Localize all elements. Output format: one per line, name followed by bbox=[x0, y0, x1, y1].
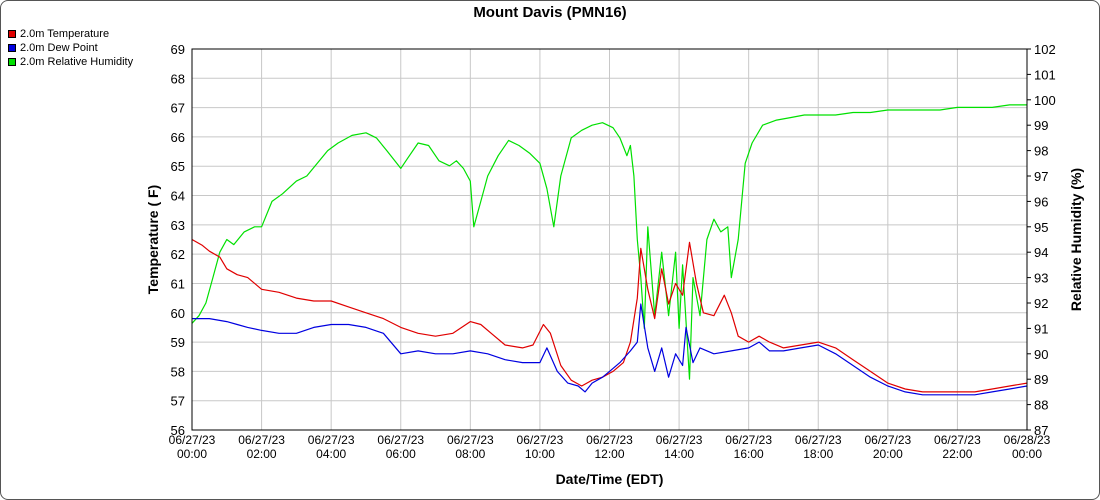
x-tick-date: 06/28/23 bbox=[1004, 433, 1051, 447]
x-tick-date: 06/27/23 bbox=[238, 433, 285, 447]
legend: 2.0m Temperature 2.0m Dew Point 2.0m Rel… bbox=[8, 27, 133, 69]
y2-tick-label: 101 bbox=[1034, 67, 1056, 82]
y-tick-label: 64 bbox=[171, 189, 185, 204]
legend-item-temperature: 2.0m Temperature bbox=[8, 27, 133, 41]
y2-tick-label: 88 bbox=[1034, 398, 1048, 413]
legend-item-dew-point: 2.0m Dew Point bbox=[8, 41, 133, 55]
series-lines bbox=[191, 104, 1028, 396]
legend-swatch-relative-humidity bbox=[8, 58, 16, 66]
legend-label-relative-humidity: 2.0m Relative Humidity bbox=[20, 56, 134, 68]
x-tick-time: 00:00 bbox=[177, 447, 207, 461]
series-line-2-0m-relative-humidity bbox=[191, 104, 1027, 380]
y-tick-label: 69 bbox=[171, 42, 185, 57]
y2-tick-label: 87 bbox=[1034, 423, 1048, 438]
x-tick-time: 08:00 bbox=[455, 447, 485, 461]
x-tick-time: 18:00 bbox=[803, 447, 833, 461]
y-tick-label: 68 bbox=[171, 71, 185, 86]
y2-tick-label: 97 bbox=[1034, 169, 1048, 184]
y2-tick-label: 90 bbox=[1034, 347, 1048, 362]
y2-tick-label: 96 bbox=[1034, 194, 1048, 209]
x-tick-time: 10:00 bbox=[525, 447, 555, 461]
x-tick-date: 06/27/23 bbox=[934, 433, 981, 447]
y-tick-label: 60 bbox=[171, 306, 185, 321]
y2-tick-label: 95 bbox=[1034, 220, 1048, 235]
legend-swatch-dew-point bbox=[8, 44, 16, 52]
x-tick-time: 20:00 bbox=[873, 447, 903, 461]
x-tick-time: 16:00 bbox=[734, 447, 764, 461]
x-tick-time: 00:00 bbox=[1012, 447, 1042, 461]
tick-labels: 56 57 58 59 60 61 62 63 64 65 66 67 68 69 87 88 89 90 91 92… bbox=[169, 42, 1056, 461]
y-axis-label: Temperature ( F) bbox=[145, 185, 161, 294]
x-tick-date: 06/27/23 bbox=[725, 433, 772, 447]
y-tick-label: 67 bbox=[171, 101, 185, 116]
x-tick-date: 06/27/23 bbox=[517, 433, 564, 447]
y-tick-label: 59 bbox=[171, 335, 185, 350]
x-tick-date: 06/27/23 bbox=[447, 433, 494, 447]
y-tick-label: 65 bbox=[171, 159, 185, 174]
x-tick-date: 06/27/23 bbox=[377, 433, 424, 447]
legend-label-temperature: 2.0m Temperature bbox=[20, 28, 110, 40]
series-line-2-0m-dew-point bbox=[192, 303, 1028, 396]
y2-axis-label: Relative Humidity (%) bbox=[1068, 168, 1084, 311]
x-tick-date: 06/27/23 bbox=[308, 433, 355, 447]
series-line-2-0m-temperature bbox=[191, 238, 1028, 393]
x-tick-date: 06/27/23 bbox=[864, 433, 911, 447]
x-tick-time: 02:00 bbox=[247, 447, 277, 461]
y-tick-label: 56 bbox=[171, 423, 185, 438]
y2-tick-label: 98 bbox=[1034, 144, 1048, 159]
y-tick-label: 62 bbox=[171, 247, 185, 262]
x-axis-label: Date/Time (EDT) bbox=[556, 471, 664, 487]
y-tick-label: 57 bbox=[171, 394, 185, 409]
x-tick-date: 06/27/23 bbox=[586, 433, 633, 447]
x-tick-time: 14:00 bbox=[664, 447, 694, 461]
y2-tick-label: 94 bbox=[1034, 245, 1048, 260]
x-tick-time: 06:00 bbox=[386, 447, 416, 461]
plot-area-border bbox=[191, 48, 1028, 431]
y2-tick-label: 89 bbox=[1034, 372, 1048, 387]
y-tick-label: 58 bbox=[171, 364, 185, 379]
x-tick-time: 04:00 bbox=[316, 447, 346, 461]
y2-tick-label: 91 bbox=[1034, 321, 1048, 336]
x-tick-time: 12:00 bbox=[594, 447, 624, 461]
x-tick-date: 06/27/23 bbox=[169, 433, 216, 447]
legend-label-dew-point: 2.0m Dew Point bbox=[20, 42, 98, 54]
y2-tick-label: 93 bbox=[1034, 271, 1048, 286]
y-tick-label: 66 bbox=[171, 130, 185, 145]
y-tick-label: 63 bbox=[171, 218, 185, 233]
x-tick-date: 06/27/23 bbox=[656, 433, 703, 447]
legend-item-relative-humidity: 2.0m Relative Humidity bbox=[8, 55, 133, 69]
legend-swatch-temperature bbox=[8, 30, 16, 38]
x-tick-date: 06/27/23 bbox=[795, 433, 842, 447]
y2-tick-label: 100 bbox=[1034, 93, 1056, 108]
y-tick-label: 61 bbox=[171, 276, 185, 291]
y2-tick-label: 102 bbox=[1034, 42, 1056, 57]
x-tick-time: 22:00 bbox=[942, 447, 972, 461]
chart-title: Mount Davis (PMN16) bbox=[473, 4, 627, 21]
y2-tick-label: 99 bbox=[1034, 118, 1048, 133]
y2-tick-label: 92 bbox=[1034, 296, 1048, 311]
